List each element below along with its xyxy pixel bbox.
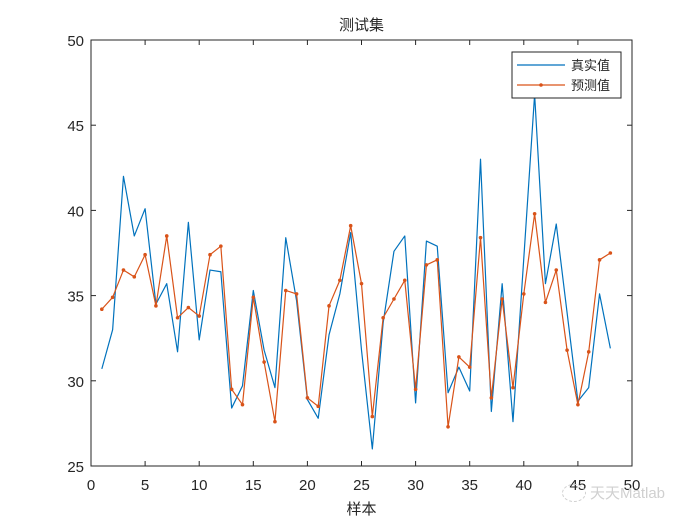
data-point-marker xyxy=(543,300,548,305)
data-point-marker xyxy=(424,263,429,267)
y-tick-label: 25 xyxy=(67,459,84,476)
data-point-marker xyxy=(554,268,559,272)
data-point-marker xyxy=(511,385,515,390)
series-actual-line xyxy=(101,93,611,450)
data-point-marker xyxy=(240,402,245,407)
legend-label-predicted: 预测值 xyxy=(571,78,610,94)
legend-item-actual: 真实值 xyxy=(517,58,610,74)
x-tick-label: 5 xyxy=(141,477,149,494)
data-point-marker xyxy=(262,360,266,364)
data-point-marker xyxy=(154,304,158,308)
x-tick-label: 35 xyxy=(461,477,478,494)
chart-title: 测试集 xyxy=(339,16,384,34)
data-point-marker xyxy=(316,404,321,409)
data-point-marker xyxy=(597,258,602,262)
legend-item-predicted: 预测值 xyxy=(517,78,610,94)
data-point-marker xyxy=(219,244,223,248)
data-point-marker xyxy=(208,252,212,257)
data-point-marker xyxy=(348,223,353,228)
y-tick-label: 50 xyxy=(67,33,84,50)
data-point-marker xyxy=(110,295,115,300)
data-point-marker xyxy=(565,348,569,352)
data-point-marker xyxy=(467,365,472,369)
data-point-marker xyxy=(338,278,342,283)
data-point-marker xyxy=(197,314,201,318)
data-point-marker xyxy=(608,251,613,255)
data-point-marker xyxy=(121,268,126,272)
x-tick-label: 10 xyxy=(191,477,208,494)
data-point-marker xyxy=(402,278,407,283)
data-point-marker xyxy=(489,396,494,400)
y-tick-label: 35 xyxy=(67,289,84,306)
x-axis-ticks: 0 5 10 15 20 25 30 35 40 45 50 xyxy=(87,40,641,494)
data-point-marker xyxy=(446,425,450,429)
watermark: 天天Matlab xyxy=(562,482,665,503)
x-tick-label: 50 xyxy=(624,477,641,494)
y-tick-label: 40 xyxy=(67,203,84,220)
data-point-marker xyxy=(413,387,418,392)
data-point-marker xyxy=(327,304,331,308)
x-axis-label: 样本 xyxy=(346,500,376,518)
data-point-marker xyxy=(294,292,299,296)
data-point-marker xyxy=(143,252,147,257)
data-point-marker xyxy=(586,350,591,354)
legend-marker-predicted xyxy=(539,83,543,87)
data-point-marker xyxy=(132,275,137,279)
y-axis-ticks: 25 30 35 40 45 50 xyxy=(67,33,632,476)
y-tick-label: 45 xyxy=(67,118,84,135)
data-point-marker xyxy=(100,307,104,312)
series-predicted-line xyxy=(101,213,611,428)
wechat-icon xyxy=(562,483,586,502)
data-point-marker xyxy=(435,258,440,262)
data-point-marker xyxy=(457,355,461,359)
series-layer xyxy=(100,93,613,450)
watermark-text: 天天Matlab xyxy=(590,485,666,502)
legend-box xyxy=(511,51,622,99)
data-point-marker xyxy=(251,295,256,300)
data-point-marker xyxy=(164,234,169,238)
data-point-marker xyxy=(305,396,310,400)
x-tick-label: 15 xyxy=(245,477,262,494)
data-point-marker xyxy=(229,387,234,392)
y-tick-label: 30 xyxy=(67,374,84,391)
x-tick-label: 30 xyxy=(407,477,424,494)
data-point-marker xyxy=(381,315,385,320)
x-tick-label: 25 xyxy=(353,477,370,494)
x-tick-label: 40 xyxy=(515,477,532,494)
x-tick-label: 20 xyxy=(299,477,316,494)
data-point-marker xyxy=(522,292,526,296)
x-tick-label: 0 xyxy=(87,477,95,494)
data-point-marker xyxy=(478,235,483,240)
legend-label-actual: 真实值 xyxy=(571,58,610,74)
data-point-marker xyxy=(500,297,504,301)
data-point-marker xyxy=(186,305,191,310)
data-point-marker xyxy=(359,281,364,286)
data-point-marker xyxy=(532,212,537,216)
data-point-marker xyxy=(175,315,180,320)
data-point-marker xyxy=(370,414,375,419)
data-point-marker xyxy=(273,419,277,424)
data-point-marker xyxy=(392,297,396,301)
data-point-marker xyxy=(576,402,580,407)
data-point-marker xyxy=(283,288,288,293)
plot-area xyxy=(91,40,632,466)
legend: 真实值 预测值 xyxy=(511,51,622,99)
